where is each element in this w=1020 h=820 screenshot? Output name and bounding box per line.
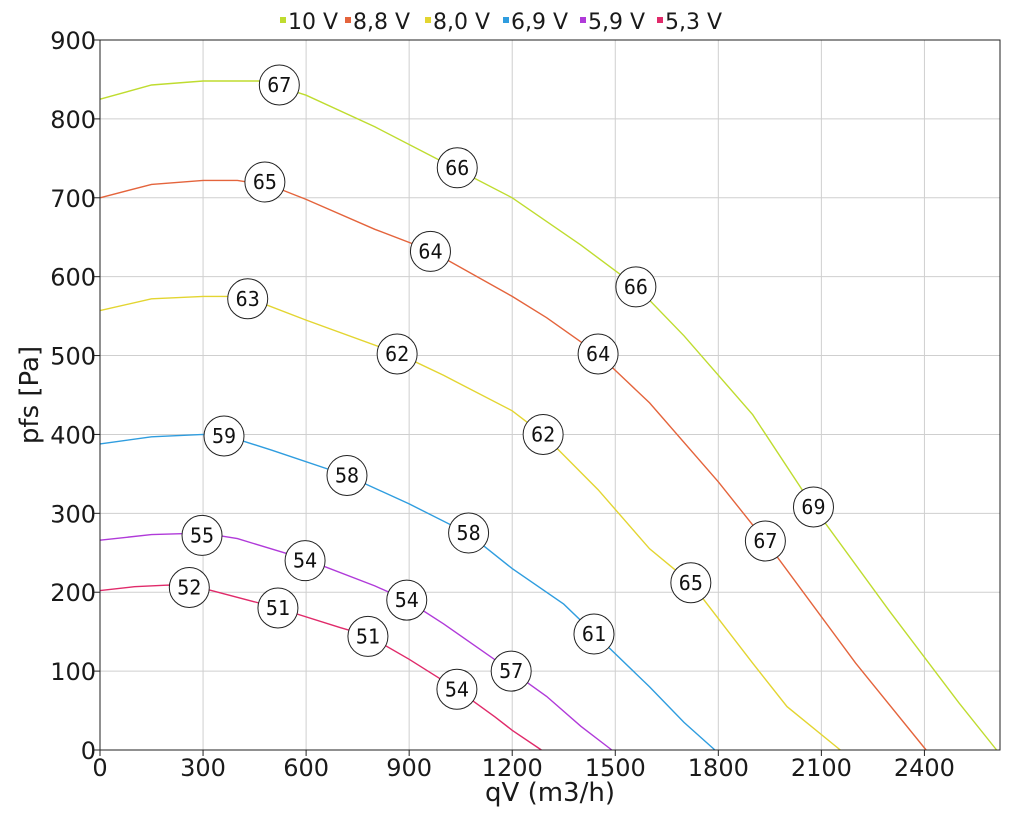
legend: 10 V 8,8 V 8,0 V 6,9 V 5,9 V 5,3 V <box>280 10 722 35</box>
point-label-value: 64 <box>586 342 610 366</box>
point-label-value: 62 <box>531 422 555 446</box>
point-label-value: 67 <box>753 529 777 553</box>
legend-swatch <box>503 17 509 23</box>
y-tick-label: 200 <box>50 579 96 607</box>
plot-frame <box>99 39 1001 751</box>
y-axis-ticks: 0 100 200 300 400 500 600 700 800 900 <box>50 27 100 765</box>
y-tick-label: 900 <box>50 27 96 55</box>
point-label-value: 66 <box>624 275 648 299</box>
x-tick-label: 2100 <box>791 754 852 782</box>
point-label-layer: 67 66 66 69 65 64 64 67 63 62 62 65 59 58 58 61 55 54 54 57… <box>168 64 834 710</box>
point-label-badge <box>227 278 269 320</box>
point-label-value: 64 <box>418 239 442 263</box>
point-label-badge <box>490 650 532 692</box>
point-label-value: 67 <box>267 73 291 97</box>
point-label-badge <box>257 587 299 629</box>
x-tick-label: 0 <box>92 754 107 782</box>
series-line <box>99 179 927 751</box>
point-label-value: 62 <box>385 342 409 366</box>
series-line <box>99 295 841 751</box>
point-label-value: 57 <box>499 659 523 683</box>
point-label-value: 51 <box>356 624 380 648</box>
y-tick-label: 700 <box>50 185 96 213</box>
x-tick-label: 900 <box>386 754 432 782</box>
point-label-value: 66 <box>445 156 469 180</box>
point-label-value: 59 <box>212 424 236 448</box>
point-label-badge <box>284 540 326 582</box>
point-label-value: 55 <box>190 523 214 547</box>
point-label-value: 65 <box>679 571 703 595</box>
legend-entry: 8,0 V <box>433 10 490 35</box>
legend-entry: 6,9 V <box>511 10 568 35</box>
point-label-badge <box>386 579 428 621</box>
legend-swatch <box>280 17 286 23</box>
legend-swatch <box>580 17 586 23</box>
y-tick-label: 0 <box>81 737 96 765</box>
legend-entry: 8,8 V <box>353 10 410 35</box>
legend-swatch <box>425 17 431 23</box>
legend-entry: 5,9 V <box>588 10 645 35</box>
point-label-value: 54 <box>395 588 419 612</box>
point-label-badge <box>436 668 478 710</box>
series-line <box>99 80 998 751</box>
point-label-value: 54 <box>293 549 317 573</box>
point-label-badge <box>347 615 389 657</box>
series-line <box>99 584 542 751</box>
y-tick-label: 100 <box>50 658 96 686</box>
legend-swatch <box>657 17 663 23</box>
point-label-badge <box>244 161 286 203</box>
point-label-badge <box>326 454 368 496</box>
point-label-badge <box>577 333 619 375</box>
point-label-badge <box>258 64 300 106</box>
x-tick-label: 600 <box>283 754 329 782</box>
point-label-badge <box>573 613 615 655</box>
point-label-value: 61 <box>582 622 606 646</box>
point-label-badge <box>670 562 712 604</box>
grid <box>99 39 1000 751</box>
point-label-value: 69 <box>801 495 825 519</box>
point-label-badge <box>203 415 245 457</box>
y-tick-label: 600 <box>50 264 96 292</box>
point-label-badge <box>436 147 478 189</box>
point-label-badge <box>409 230 451 272</box>
legend-entry: 10 V <box>288 10 338 35</box>
y-tick-label: 300 <box>50 500 96 528</box>
point-label-badge <box>744 520 786 562</box>
x-tick-label: 1500 <box>585 754 646 782</box>
x-axis-ticks: 0 300 600 900 1200 1500 1800 2100 2400 <box>92 750 955 782</box>
x-tick-label: 1200 <box>482 754 543 782</box>
point-label-value: 63 <box>236 287 260 311</box>
legend-entry: 5,3 V <box>665 10 722 35</box>
point-label-value: 51 <box>266 596 290 620</box>
legend-swatch <box>345 17 351 23</box>
x-tick-label: 2400 <box>894 754 955 782</box>
y-tick-label: 500 <box>50 343 96 371</box>
point-label-badge <box>448 512 490 554</box>
point-label-badge <box>376 333 418 375</box>
point-label-badge <box>168 566 210 608</box>
point-label-badge <box>522 413 564 455</box>
x-tick-label: 1800 <box>688 754 749 782</box>
y-axis-title: pfs [Pa] <box>15 346 45 444</box>
x-tick-label: 300 <box>180 754 226 782</box>
point-label-badge <box>792 486 834 528</box>
point-label-value: 58 <box>457 521 481 545</box>
point-label-value: 52 <box>177 575 201 599</box>
y-tick-label: 400 <box>50 421 96 449</box>
point-label-value: 54 <box>445 677 469 701</box>
x-axis-title: qV (m3/h) <box>485 778 615 808</box>
point-label-value: 65 <box>253 170 277 194</box>
point-label-badge <box>615 266 657 308</box>
point-label-value: 58 <box>335 463 359 487</box>
y-tick-label: 800 <box>50 106 96 134</box>
point-label-badge <box>181 514 223 556</box>
